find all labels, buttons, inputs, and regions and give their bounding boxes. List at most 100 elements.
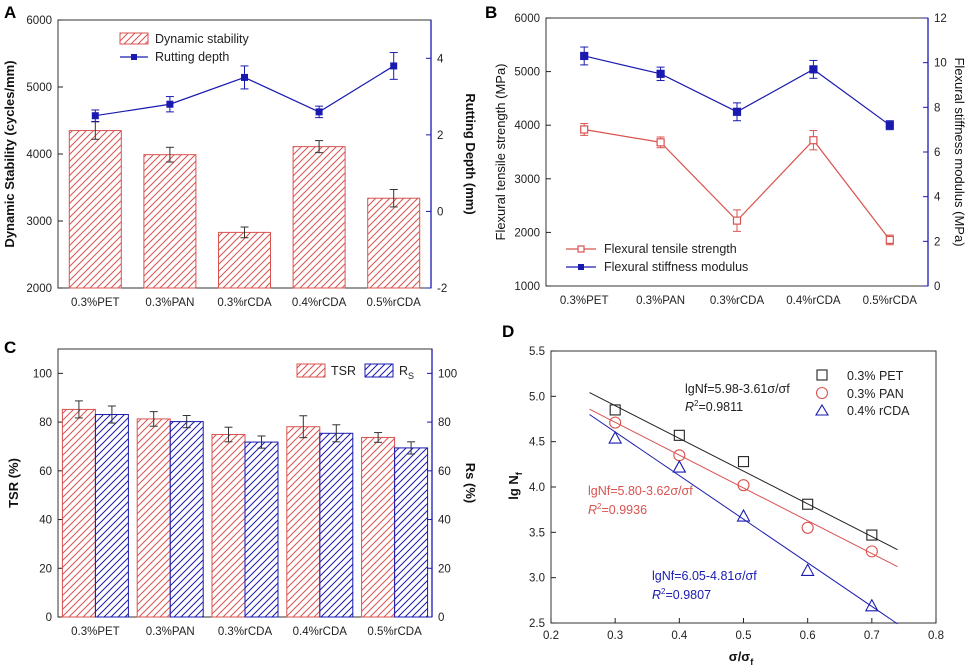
panel-c-left-tick-label-3: 60 [39, 466, 52, 478]
panel-d-r2-rcda-label: R [652, 588, 661, 602]
panel-c-bar-1-1 [169, 421, 204, 618]
panel-a-right-ticks: -2 0 2 4 [426, 53, 447, 295]
panel-d-r2-pet-value: =0.9811 [698, 400, 743, 414]
panel-a-x-tick-2: 0.3%rCDA [217, 297, 272, 309]
panel-c-bar-1-2 [244, 441, 279, 618]
panel-c-left-tick-label-4: 80 [39, 417, 52, 429]
panel-a-legend: Dynamic stability Rutting depth [119, 32, 250, 64]
panel-d-legend-rcda-marker [815, 403, 829, 416]
panel-d-r2-rcda-exp: 2 [661, 587, 666, 596]
panel-b-right-tick-label-5: 10 [934, 58, 947, 70]
panel-b-x-ticks: 0.3%PET 0.3%PAN 0.3%rCDA 0.4%rCDA 0.5%rCDA [560, 295, 917, 307]
panel-b-right-tick-label-6: 12 [934, 13, 947, 25]
panel-d-point-1-3 [801, 521, 814, 534]
panel-b-series-1-point-1 [656, 69, 665, 78]
panel-d-y-tick-label-0: 2.5 [529, 618, 545, 630]
panel-b-letter: B [485, 3, 497, 22]
panel-d-letter: D [502, 322, 514, 341]
panel-b-series-1-point-3 [809, 65, 818, 74]
panel-d-x-tick-label-3: 0.5 [736, 630, 752, 642]
panel-a-bar-1 [143, 154, 197, 289]
panel-d-r2-pan: R2=0.9936 [588, 502, 647, 517]
panel-d-r2-pan-exp: 2 [597, 502, 602, 511]
panel-a-right-axis-label: Rutting Depth (mm) [463, 93, 478, 214]
panel-b-x-tick-2: 0.3%rCDA [710, 295, 765, 307]
panel-c-bar-0-1 [136, 418, 171, 618]
panel-c-bar-0-3 [286, 426, 321, 618]
panel-c-bar-1-4 [394, 447, 429, 618]
panel-d-point-2-3 [800, 563, 815, 576]
panel-d-r2-pet-label: R [685, 400, 694, 414]
panel-d-y-tick-label-3: 4.0 [529, 482, 545, 494]
panel-c-left-tick-label-5: 100 [33, 368, 52, 380]
panel-b-series-0-point-3 [809, 136, 818, 145]
panel-b-left-ticks: 1000 2000 3000 4000 5000 6000 [514, 13, 551, 293]
panel-d-r2-pan-value: =0.9936 [601, 503, 647, 517]
panel-d-r2-pet-exp: 2 [694, 399, 699, 408]
panel-a-line [91, 52, 398, 122]
panel-a-line-point-3 [315, 108, 323, 116]
panel-d-point-2-0 [608, 430, 623, 444]
panel-d-annotations: lgNf=5.98-3.61σ/σf R2=0.9811 lgNf=5.80-3… [588, 382, 790, 602]
panel-c-right-tick-label-0: 0 [438, 612, 444, 624]
panel-c-bars [61, 400, 429, 618]
panel-d-point-0-1 [673, 429, 685, 441]
panel-d-legend-pan-marker [815, 386, 829, 400]
panel-c-letter: C [4, 338, 16, 357]
panel-b-series-1-point-4 [885, 121, 894, 130]
panel-b-series-0-point-4 [885, 235, 894, 245]
panel-b-legend-strength-label: Flexural tensile strength [604, 242, 737, 256]
panel-a-bar-2 [218, 231, 271, 289]
panel-c-x-tick-2: 0.3%rCDA [218, 626, 273, 638]
panel-a-left-axis-label: Dynamic Stability (cycles/mm) [2, 60, 17, 247]
panel-a-line-point-2 [241, 73, 248, 81]
panel-d-point-2-4 [864, 598, 879, 612]
panel-a-x-tick-1: 0.3%PAN [145, 297, 194, 309]
panel-d-point-0-2 [737, 456, 750, 468]
panel-d-point-1-0 [609, 416, 622, 429]
panel-b-series-1-point-2 [732, 107, 742, 116]
panel-d-fit-2 [589, 414, 898, 625]
panel-b-left-tick-label-0: 1000 [514, 281, 540, 293]
panel-c-x-tick-4: 0.5%rCDA [367, 626, 422, 638]
panel-d-legend-pet-label: 0.3% PET [847, 369, 904, 383]
panel-c-right-tick-label-2: 40 [438, 515, 451, 527]
panel-b-right-axis-label: Flexural stiffness modulus (MPa) [952, 57, 967, 246]
panel-a-bar-4 [367, 197, 421, 289]
panel-c-legend: TSR RS [296, 363, 414, 381]
panel-a-x-tick-3: 0.4%rCDA [292, 297, 347, 309]
panel-a-bars [68, 121, 421, 289]
panel-b-series-1-point-0 [580, 51, 589, 61]
panel-d-fit-0 [589, 392, 898, 551]
panel-a-bar-3 [292, 146, 346, 289]
panel-a-left-tick-label-2: 4000 [26, 149, 52, 161]
panel-d-point-1-2 [737, 479, 750, 492]
panel-d-point-0-0 [609, 404, 621, 416]
panel-c-left-tick-label-2: 40 [39, 515, 52, 527]
panel-d-legend-pan-label: 0.3% PAN [847, 387, 904, 401]
panel-d-legend: 0.3% PET 0.3% PAN 0.4% rCDA [815, 369, 910, 418]
panel-a-right-tick-label-3: 4 [437, 53, 444, 65]
panel-a-right-tick-label-0: -2 [437, 283, 447, 295]
panel-d-eq-rcda: lgNf=6.05-4.81σ/σf [652, 569, 757, 583]
panel-a-line-point-0 [91, 112, 99, 120]
panel-b-series-0-point-2 [732, 216, 742, 225]
panel-a-right-tick-label-1: 0 [437, 206, 443, 218]
panel-d-x-tick-label-1: 0.3 [607, 630, 623, 642]
panel-d-y-axis-label-sub: f [514, 471, 524, 475]
panel-d-x-tick-label-2: 0.4 [671, 630, 688, 642]
panel-b-right-tick-label-1: 2 [934, 236, 940, 248]
panel-d-y-tick-label-6: 5.5 [529, 346, 545, 358]
panel-d-x-axis-label-main: σ/σ [729, 649, 751, 664]
panel-b-right-tick-label-2: 4 [934, 192, 941, 204]
panel-d-point-2-1 [672, 459, 687, 473]
panel-d-legend-pet-marker [816, 369, 828, 381]
panel-c-right-tick-label-5: 100 [438, 368, 457, 380]
panel-d-x-tick-label-5: 0.7 [864, 630, 880, 642]
panel-a-x-tick-0: 0.3%PET [71, 297, 120, 309]
panel-c-bar-0-4 [361, 436, 396, 618]
panel-a-legend-line-marker [131, 54, 137, 60]
panel-d-r2-rcda: R2=0.9807 [652, 587, 711, 602]
panel-d-r2-rcda-value: =0.9807 [665, 588, 711, 602]
